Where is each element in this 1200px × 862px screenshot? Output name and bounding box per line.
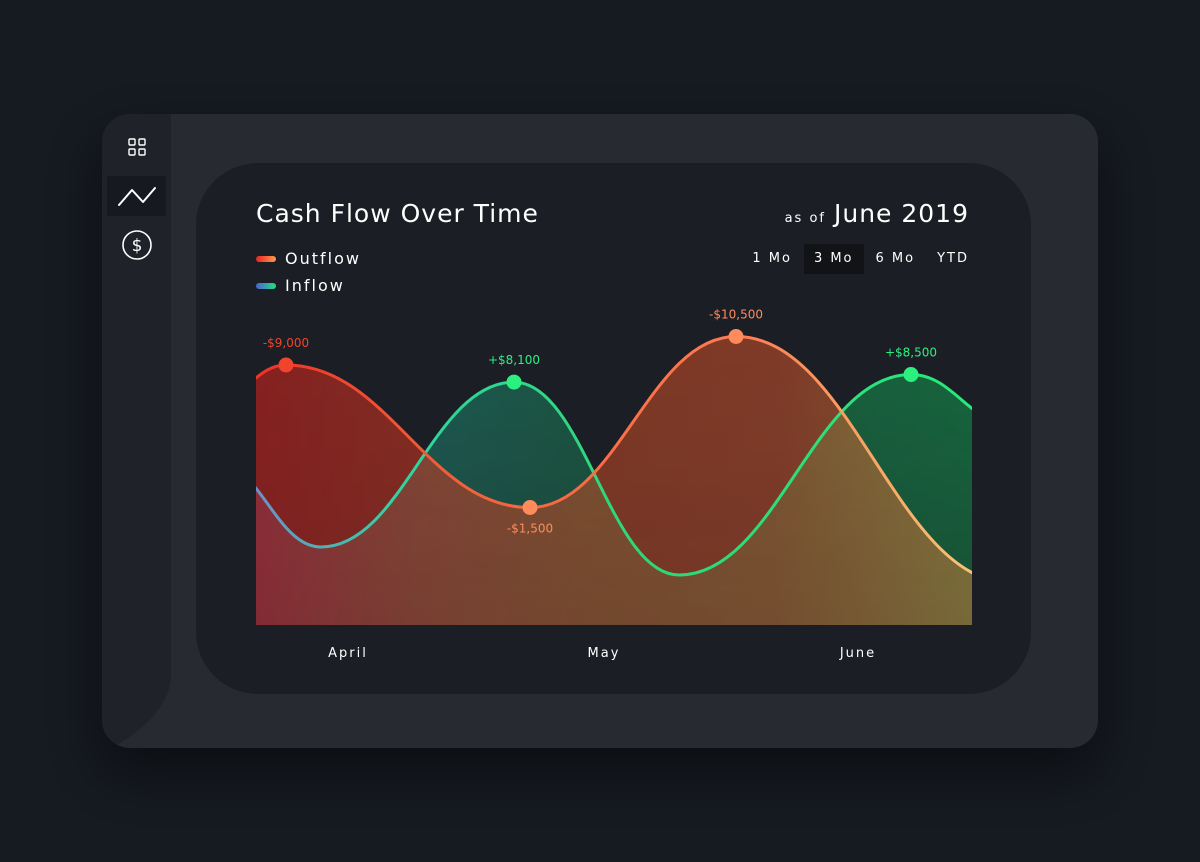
x-label-april: April bbox=[328, 646, 368, 661]
range-6-mo[interactable]: 6 Mo bbox=[875, 251, 916, 266]
inflow-line bbox=[256, 372, 972, 577]
as-of-date: as of June 2019 bbox=[785, 199, 969, 228]
inflow-may-label: +$8,100 bbox=[488, 353, 540, 367]
outflow-april-point[interactable] bbox=[278, 357, 294, 373]
legend-outflow: Outflow bbox=[256, 245, 361, 272]
nav-item-finance[interactable]: $ bbox=[107, 225, 166, 265]
range-1-mo[interactable]: 1 Mo bbox=[752, 251, 792, 266]
data-markers: -$9,000 -$1,500 -$10,500 +$8,100 +$8,500 bbox=[263, 308, 937, 536]
x-label-june: June bbox=[839, 646, 876, 661]
nav-item-dashboard[interactable] bbox=[107, 127, 166, 167]
outflow-may-label: -$1,500 bbox=[507, 522, 553, 536]
x-label-may: May bbox=[588, 646, 621, 661]
legend-inflow-label: Inflow bbox=[285, 276, 345, 295]
svg-text:$: $ bbox=[131, 236, 142, 256]
inflow-swatch bbox=[256, 282, 276, 289]
outflow-june-point[interactable] bbox=[728, 329, 744, 344]
outflow-swatch bbox=[256, 255, 276, 262]
device-frame: $ Cash Flow Over Time as of June 2019 Out… bbox=[102, 114, 1098, 748]
trend-chart-icon bbox=[117, 187, 156, 206]
cash-flow-chart: -$9,000 -$1,500 -$10,500 +$8,100 +$8,500 Apr… bbox=[256, 308, 972, 661]
legend-inflow: Inflow bbox=[256, 272, 361, 299]
dollar-icon: $ bbox=[121, 230, 152, 260]
as-of-value: June 2019 bbox=[833, 199, 969, 228]
inflow-june-label: +$8,500 bbox=[885, 346, 937, 360]
inflow-may-point[interactable] bbox=[506, 374, 522, 390]
plot-area bbox=[256, 334, 972, 625]
sidebar-background bbox=[102, 114, 171, 748]
legend: Outflow Inflow bbox=[256, 245, 361, 299]
range-selector: 1 Mo 3 Mo 6 Mo YTD bbox=[740, 244, 979, 274]
dashboard-icon bbox=[127, 138, 146, 156]
page-title: Cash Flow Over Time bbox=[256, 199, 539, 228]
chart-panel: Cash Flow Over Time as of June 2019 Outfl… bbox=[196, 163, 1031, 694]
inflow-june-point[interactable] bbox=[903, 367, 919, 382]
x-axis-labels: April May June bbox=[328, 646, 876, 661]
as-of-label: as of bbox=[784, 211, 826, 226]
nav-item-cash-flow[interactable] bbox=[107, 176, 166, 216]
outflow-may-point[interactable] bbox=[522, 500, 538, 515]
outflow-june-label: -$10,500 bbox=[709, 308, 763, 322]
range-3-mo[interactable]: 3 Mo bbox=[803, 244, 864, 274]
outflow-april-label: -$9,000 bbox=[263, 336, 309, 350]
range-ytd[interactable]: YTD bbox=[937, 251, 969, 266]
legend-outflow-label: Outflow bbox=[285, 249, 361, 268]
outflow-area bbox=[256, 336, 972, 625]
